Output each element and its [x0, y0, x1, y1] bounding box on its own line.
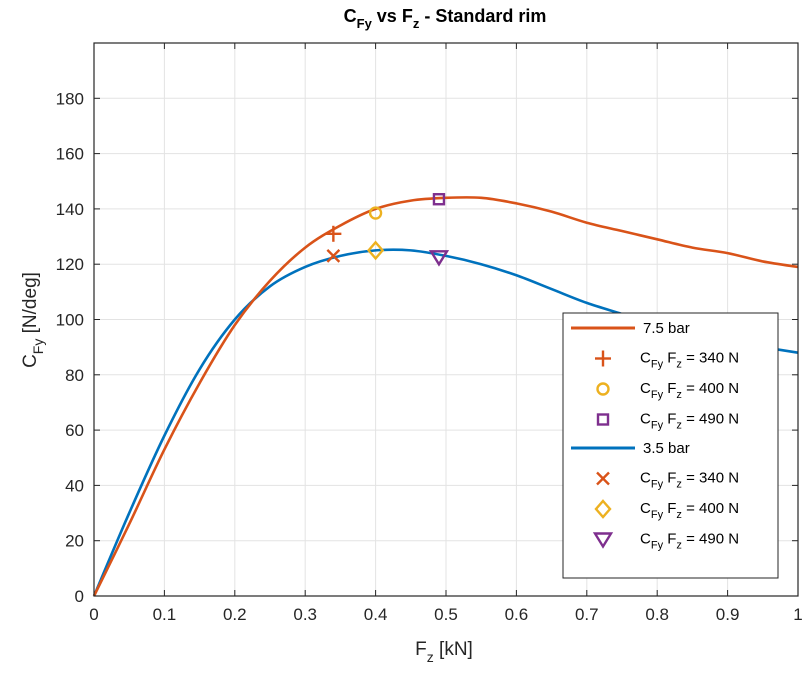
- y-tick-label: 60: [65, 421, 84, 440]
- data-point-0-1: [368, 206, 383, 220]
- y-tick-label: 140: [56, 200, 84, 219]
- legend-marker-1-0: [596, 471, 610, 486]
- data-point-1-0-b: [326, 249, 341, 263]
- data-point-1-2: [428, 250, 450, 267]
- legend: 7.5 bar CFy Fz = 340 N CFy Fz = 400 N CFy F…: [562, 312, 779, 579]
- y-tick-label: 100: [56, 311, 84, 330]
- chart-title: CFy vs Fz - Standard rim: [344, 6, 547, 31]
- legend-entries: 7.5 bar CFy Fz = 340 N CFy Fz = 400 N CFy F…: [571, 320, 739, 552]
- legend-marker-1-1-shape: [594, 499, 612, 519]
- data-point-1-1: [367, 240, 385, 261]
- legend-marker-0-1-shape: [596, 382, 610, 396]
- x-tick-label: 1: [793, 605, 802, 624]
- legend-marker-0-0: [595, 350, 611, 367]
- data-point-0-2: [432, 193, 446, 206]
- data-point-0-0: [325, 225, 342, 242]
- legend-label-1-1: CFy Fz = 400 N: [640, 500, 739, 521]
- legend-label-1-0: CFy Fz = 340 N: [640, 470, 739, 491]
- legend-label-series-0: 7.5 bar: [643, 320, 690, 337]
- legend-label-0-0: CFy Fz = 340 N: [640, 350, 739, 371]
- data-point-0-2-shape: [432, 193, 446, 206]
- y-axis-label: CFy [N/deg]: [20, 272, 46, 368]
- x-tick-label: 0.3: [293, 605, 317, 624]
- y-tick-label: 160: [56, 145, 84, 164]
- legend-marker-0-1: [596, 382, 610, 396]
- data-point-1-2-shape: [428, 250, 450, 267]
- data-point-0-1-shape: [368, 206, 383, 220]
- legend-label-1-2: CFy Fz = 490 N: [640, 531, 739, 552]
- y-tick-label: 120: [56, 255, 84, 274]
- y-tick-label: 40: [65, 476, 84, 495]
- series-line-0: [92, 196, 799, 597]
- x-tick-label: 0.4: [364, 605, 388, 624]
- legend-marker-1-2: [592, 532, 614, 549]
- x-tick-label: 0.2: [223, 605, 247, 624]
- legend-marker-1-0-b: [596, 471, 610, 486]
- legend-marker-0-2: [596, 413, 610, 426]
- x-axis-label: Fz [kN]: [415, 639, 473, 665]
- legend-label-0-1: CFy Fz = 400 N: [640, 380, 739, 401]
- x-tick-label: 0.9: [716, 605, 740, 624]
- y-tick-label: 20: [65, 532, 84, 551]
- x-tick-label: 0.5: [434, 605, 458, 624]
- y-tick-label: 0: [75, 587, 84, 606]
- data-point-1-0: [326, 249, 341, 263]
- legend-label-0-2: CFy Fz = 490 N: [640, 411, 739, 432]
- x-tick-label: 0.8: [645, 605, 669, 624]
- legend-marker-1-1: [594, 499, 612, 519]
- x-tick-label: 0: [89, 605, 98, 624]
- data-point-1-1-shape: [367, 240, 385, 261]
- legend-marker-0-2-shape: [596, 413, 610, 426]
- y-axis: 0 20 40 60 80 100 120 140 160 180: [56, 89, 798, 606]
- legend-marker-1-2-shape: [592, 532, 614, 549]
- y-tick-label: 80: [65, 366, 84, 385]
- x-axis: 0 0.1 0.2 0.3 0.4 0.5 0.6 0.7 0.8 0.9 1: [89, 43, 802, 624]
- legend-label-series-1: 3.5 bar: [643, 440, 690, 457]
- x-tick-label: 0.1: [153, 605, 177, 624]
- y-tick-label: 180: [56, 89, 84, 108]
- x-tick-label: 0.6: [505, 605, 529, 624]
- x-tick-label: 0.7: [575, 605, 599, 624]
